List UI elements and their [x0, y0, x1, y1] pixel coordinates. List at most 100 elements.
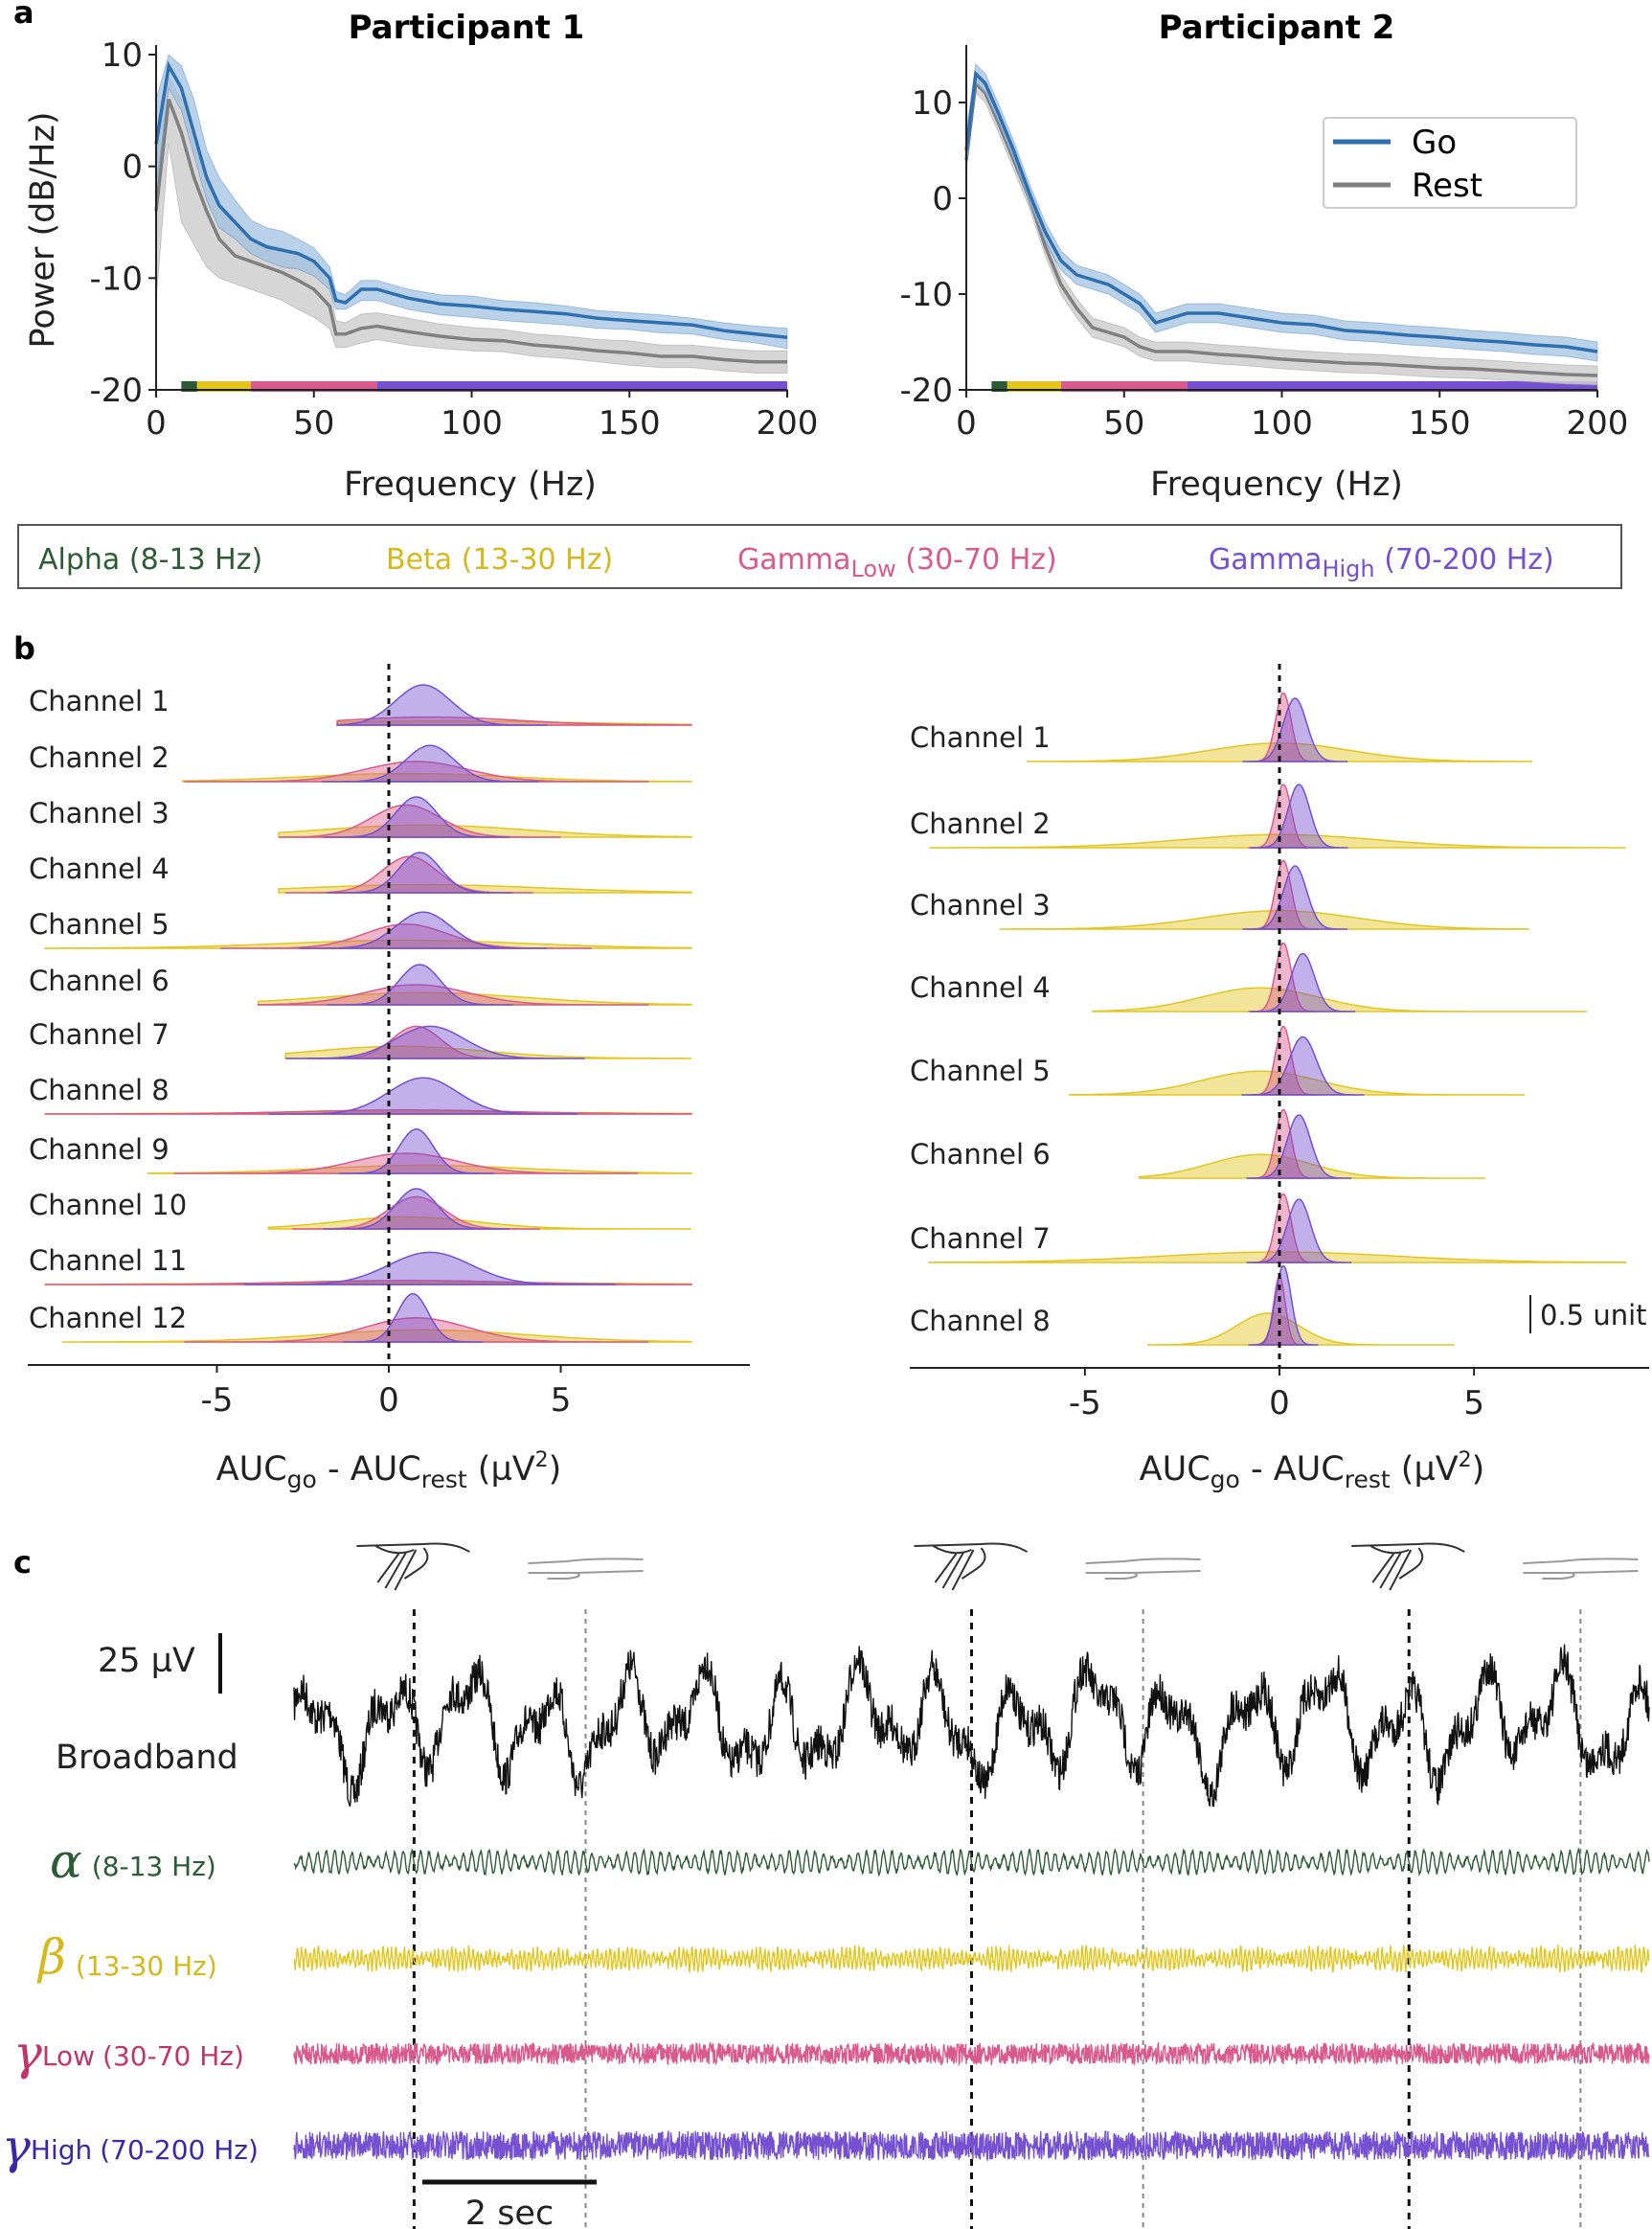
band-strip-alpha — [181, 381, 197, 392]
density-gamma-low — [184, 1317, 649, 1343]
y-tick-label: -10 — [899, 276, 953, 314]
panel-label-b: b — [13, 630, 35, 667]
panel-label-a: a — [13, 0, 34, 31]
hand-press-icon — [914, 1542, 1028, 1591]
trace-gamma-low — [293, 2040, 1650, 2067]
x-axis-label: Frequency (Hz) — [344, 466, 597, 504]
density-gamma-low — [173, 1152, 639, 1174]
density-gamma-high — [1241, 1035, 1365, 1096]
x-tick-label: 150 — [599, 404, 661, 443]
chart-title: Participant 2 — [1159, 9, 1395, 47]
ridge-channel-6: Channel 6 — [29, 964, 692, 1006]
chart-title: Participant 1 — [349, 9, 585, 47]
trace-alpha — [293, 1847, 1650, 1877]
density-gamma-low — [336, 716, 692, 726]
ridge-channel-4: Channel 4 — [910, 942, 1587, 1012]
panel-label-c: c — [13, 1544, 32, 1581]
x-tick-label: 5 — [1463, 1384, 1484, 1422]
channel-label: Channel 2 — [910, 807, 1051, 840]
channel-label: Channel 7 — [910, 1222, 1051, 1255]
density-gamma-high — [323, 1188, 509, 1230]
band-strip-alpha — [991, 381, 1007, 392]
x-tick-label: 100 — [1251, 404, 1313, 443]
scale-bar-density-label: 0.5 unit — [1540, 1299, 1647, 1331]
ridge-channel-7: Channel 7 — [29, 1018, 691, 1059]
ridge-channel-11: Channel 11 — [29, 1244, 692, 1285]
hand-rest-icon — [1085, 1558, 1201, 1580]
density-gamma-high — [323, 796, 509, 838]
y-axis-label: Power (dB/Hz) — [24, 112, 62, 349]
x-tick-label: 200 — [757, 404, 819, 443]
series-line-go — [964, 70, 1598, 353]
x-tick-label: 0 — [956, 404, 977, 443]
ridge-channel-8: Channel 8 — [29, 1074, 692, 1115]
channel-label: Channel 1 — [29, 685, 170, 717]
ridge-channel-8: Channel 8 — [910, 1264, 1455, 1346]
density-gamma-high — [1250, 952, 1356, 1012]
density-beta — [999, 910, 1529, 930]
band-strip-gamma-high — [376, 381, 787, 392]
x-tick-label: -5 — [1069, 1384, 1101, 1422]
ridge-channel-5: Channel 5 — [910, 1025, 1525, 1096]
channel-label: Channel 5 — [29, 908, 170, 941]
channel-label: Channel 6 — [910, 1138, 1051, 1171]
x-tick-label: -5 — [201, 1381, 234, 1420]
density-beta — [1026, 742, 1533, 762]
ridge-channel-1: Channel 1 — [910, 692, 1533, 762]
hand-rest-icon — [1523, 1558, 1639, 1580]
density-gamma-high — [322, 744, 539, 783]
density-gamma-high — [327, 852, 513, 894]
density-gamma-high — [299, 911, 548, 949]
channel-label: Channel 5 — [910, 1055, 1051, 1087]
x-tick-label: 5 — [551, 1381, 572, 1420]
x-axis-label: AUCgo - AUCrest (µV2) — [216, 1448, 562, 1493]
signal-traces: 25 µV Broadband α (8-13 Hz) β (13-30 Hz) γ… — [2, 1542, 1650, 2229]
density-gamma-high — [1246, 1198, 1352, 1263]
ridge-channel-5: Channel 5 — [29, 908, 692, 949]
density-gamma-high — [327, 964, 513, 1006]
ci-band-rest — [965, 72, 1598, 386]
density-gamma-high — [343, 1292, 483, 1343]
x-tick-label: 0 — [146, 404, 167, 443]
x-tick-label: 150 — [1409, 404, 1471, 443]
band-strip-beta — [1007, 381, 1061, 392]
channel-label: Channel 9 — [29, 1133, 170, 1166]
channel-label: Channel 2 — [29, 741, 170, 774]
density-beta — [1092, 987, 1587, 1012]
band-legend-gamma-low: GammaLow (30-70 Hz) — [737, 543, 1057, 582]
ridge-channel-12: Channel 12 — [29, 1292, 692, 1343]
x-axis-label: Frequency (Hz) — [1150, 466, 1403, 504]
legend-label-rest: Rest — [1412, 167, 1482, 205]
band-legend-beta: Beta (13-30 Hz) — [386, 543, 613, 577]
band-strip-gamma-high — [1187, 381, 1597, 392]
x-tick-label: 100 — [441, 404, 503, 443]
trace-label-gamma-high: γHigh (70-200 Hz) — [2, 2119, 259, 2174]
band-legend-gamma-high: GammaHigh (70-200 Hz) — [1209, 543, 1554, 582]
trace-label-beta: β (13-30 Hz) — [36, 1929, 217, 1985]
ridge-channel-4: Channel 4 — [29, 852, 692, 894]
band-legend-box — [17, 524, 1622, 589]
ridge-chart-participant-1: Channel 1 Channel 2 Channel 3 Channel 4 Chan… — [28, 664, 750, 1493]
x-tick-label: 50 — [1103, 404, 1144, 443]
x-tick-label: 50 — [293, 404, 334, 443]
channel-label: Channel 3 — [910, 889, 1051, 921]
legend-label-go: Go — [1412, 124, 1457, 162]
trace-broadband — [293, 1644, 1650, 1808]
density-gamma-high — [1242, 865, 1348, 930]
ridge-channel-2: Channel 2 — [910, 784, 1626, 849]
band-legend: Alpha (8-13 Hz) Beta (13-30 Hz) GammaLow… — [17, 524, 1622, 589]
density-gamma-high — [285, 1025, 585, 1059]
density-beta — [44, 939, 692, 949]
y-tick-label: 0 — [122, 148, 143, 187]
y-tick-label: 10 — [912, 84, 953, 123]
density-beta — [147, 1164, 692, 1174]
ridge-channel-1: Channel 1 — [29, 684, 692, 726]
density-gamma-low — [279, 804, 561, 838]
ci-band-go — [155, 54, 788, 350]
density-gamma-high — [244, 1251, 616, 1285]
channel-label: Channel 11 — [29, 1244, 187, 1277]
band-legend-alpha: Alpha (8-13 Hz) — [38, 543, 262, 577]
trace-beta — [293, 1944, 1650, 1973]
